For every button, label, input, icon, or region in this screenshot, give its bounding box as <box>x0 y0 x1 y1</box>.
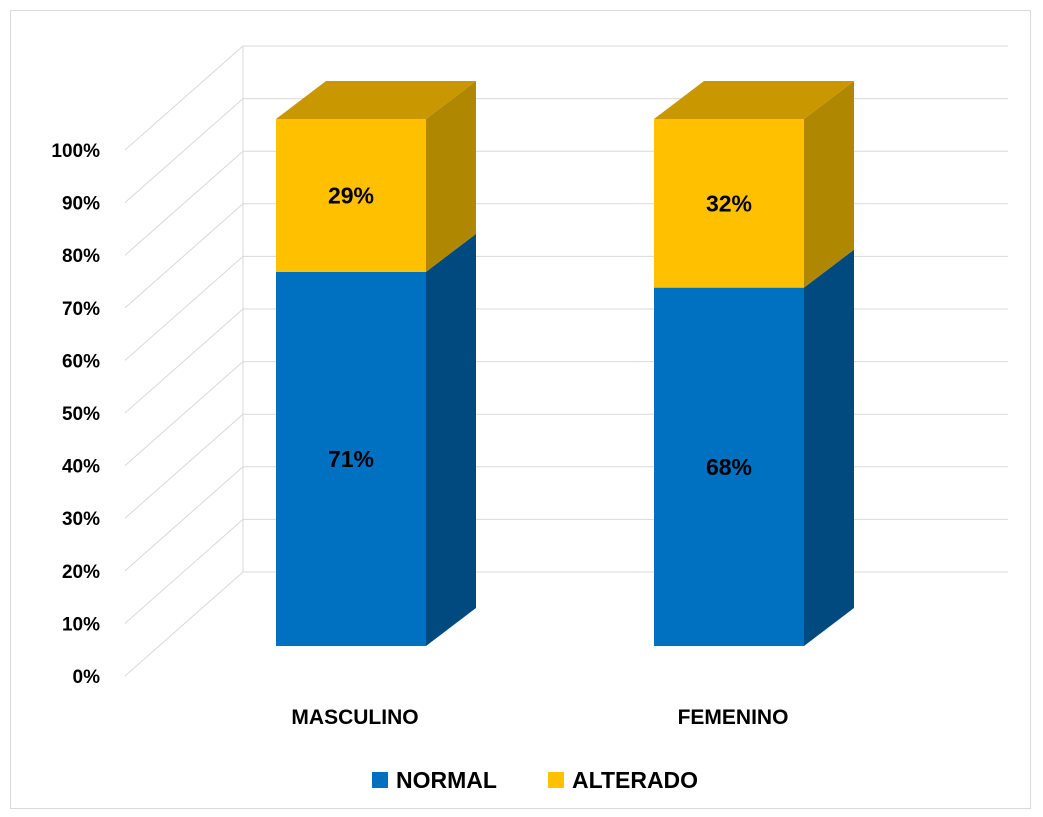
gridline-side <box>124 571 244 677</box>
data-label: 68% <box>706 454 752 480</box>
legend-swatch-alterado <box>548 772 564 788</box>
gridline-side <box>124 361 244 466</box>
legend-label-normal: NORMAL <box>396 767 497 793</box>
legend-swatch-normal <box>372 772 388 788</box>
gridline-side <box>124 45 244 151</box>
bar-side-alterado <box>804 81 854 288</box>
gridline-side <box>124 203 244 309</box>
x-category-label: FEMENINO <box>678 706 789 729</box>
y-tick-label: 40% <box>62 457 100 478</box>
data-label: 29% <box>328 182 374 208</box>
y-tick-label: 100% <box>51 141 100 162</box>
y-tick-label: 80% <box>62 246 100 267</box>
bar-side-normal <box>426 233 476 646</box>
y-tick-label: 70% <box>62 299 100 320</box>
gridline-side <box>124 256 244 361</box>
chart-frame <box>10 10 1031 809</box>
y-tick-label: 0% <box>73 667 101 688</box>
gridline-side <box>124 308 244 414</box>
bar-segment-normal <box>276 271 426 646</box>
gridline-side <box>124 519 244 624</box>
data-label: 32% <box>706 190 752 216</box>
bar-segment-normal <box>654 287 804 646</box>
bar-segment-alterado <box>654 119 804 288</box>
gridline-side <box>124 98 244 203</box>
y-tick-label: 60% <box>62 351 100 372</box>
y-tick-label: 20% <box>62 562 100 583</box>
x-category-label: MASCULINO <box>291 706 418 729</box>
bar-side-normal <box>804 249 854 646</box>
gridline-side <box>124 150 244 256</box>
y-tick-label: 90% <box>62 194 100 215</box>
y-tick-label: 10% <box>62 614 100 635</box>
legend-label-alterado: ALTERADO <box>572 767 698 793</box>
bar-top-alterado <box>654 81 854 119</box>
y-tick-label: 30% <box>62 509 100 530</box>
data-label: 71% <box>328 446 374 472</box>
y-tick-label: 50% <box>62 404 100 425</box>
gridline-side <box>124 466 244 572</box>
gridline-side <box>124 413 244 519</box>
bar-segment-alterado <box>276 119 426 272</box>
bar-side-alterado <box>426 81 476 272</box>
bar-top-alterado <box>276 81 476 119</box>
